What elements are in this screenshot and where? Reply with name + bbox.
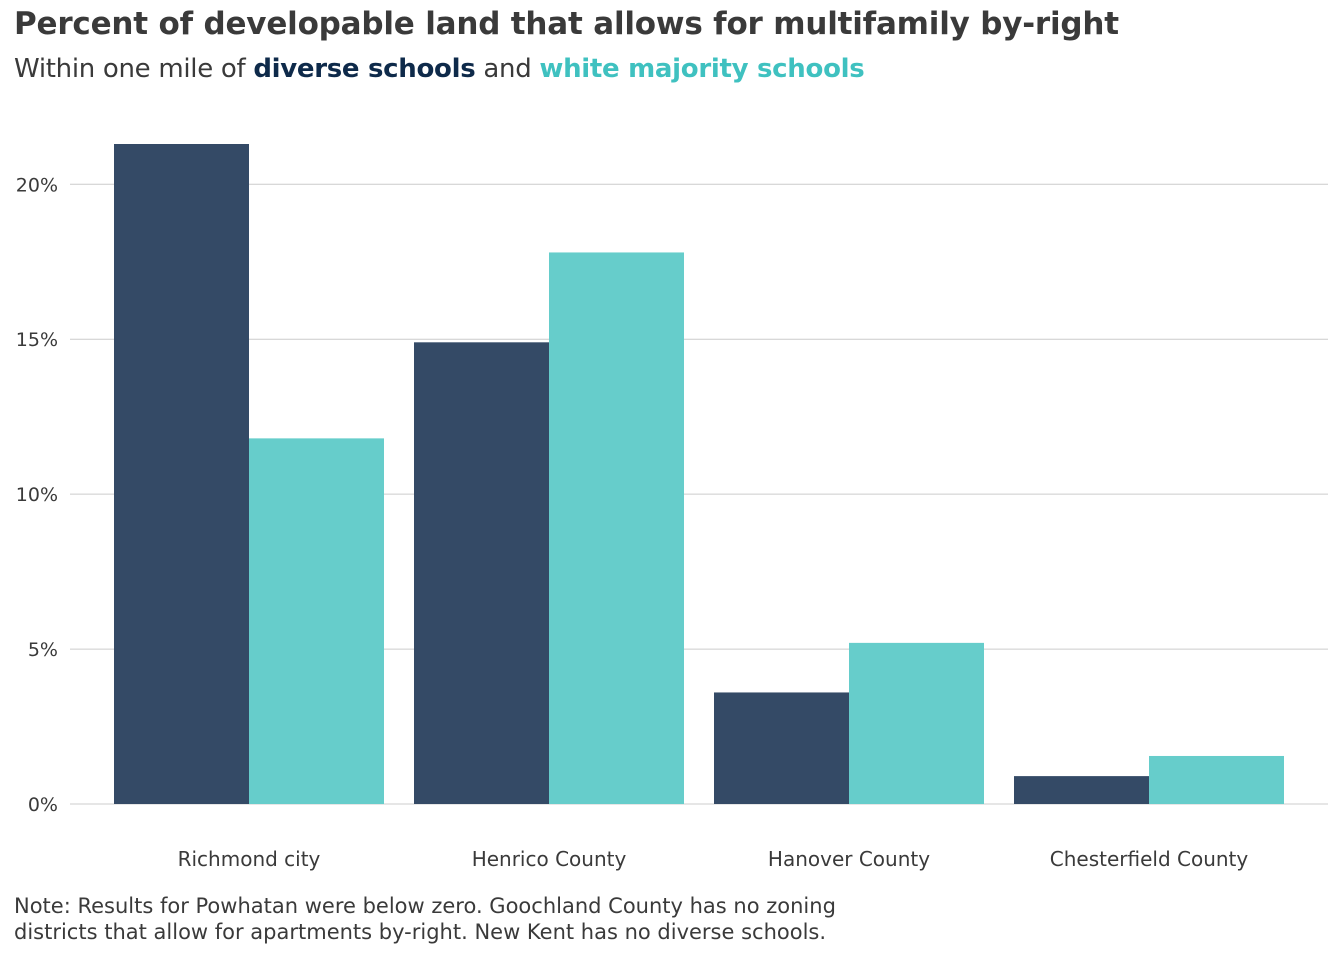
bar-diverse-schools — [114, 144, 249, 804]
subtitle-prefix: Within one mile of — [14, 54, 246, 84]
subtitle-joiner: and — [483, 54, 532, 84]
bar-white-majority-schools — [249, 438, 384, 804]
y-tick-label: 0% — [28, 794, 58, 816]
bar-white-majority-schools — [1149, 755, 1284, 804]
subtitle-series-white-majority: white majority schools — [539, 54, 865, 84]
bar-white-majority-schools — [549, 252, 684, 805]
bar-white-majority-schools — [849, 642, 984, 804]
chart-note: Note: Results for Powhatan were below ze… — [14, 893, 914, 945]
y-tick-label: 10% — [16, 484, 58, 506]
chart-subtitle: Within one mile of diverse schools and w… — [14, 54, 865, 84]
x-category-label: Richmond city — [178, 847, 321, 871]
x-category-label: Henrico County — [472, 847, 627, 871]
bar-diverse-schools — [414, 342, 549, 804]
note-line-1: Note: Results for Powhatan were below ze… — [14, 894, 836, 918]
subtitle-series-diverse: diverse schools — [253, 54, 476, 84]
x-category-label: Hanover County — [768, 847, 930, 871]
bar-diverse-schools — [714, 692, 849, 804]
note-line-2: districts that allow for apartments by-r… — [14, 920, 827, 944]
y-tick-label: 20% — [16, 174, 58, 196]
x-category-label: Chesterfield County — [1050, 847, 1249, 871]
y-tick-label: 5% — [28, 639, 58, 661]
bar-diverse-schools — [1014, 776, 1149, 804]
chart-title: Percent of developable land that allows … — [14, 6, 1119, 42]
y-tick-label: 15% — [16, 329, 58, 351]
